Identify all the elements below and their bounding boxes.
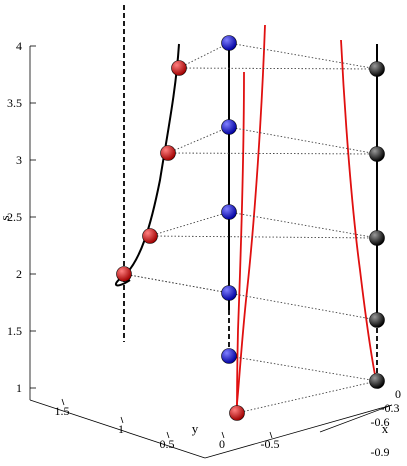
z-tick-label: 3.5 bbox=[7, 96, 22, 110]
series-red-curve-line bbox=[115, 43, 180, 287]
y-tick-label: 0.5 bbox=[160, 437, 175, 451]
y-axis-label: y bbox=[192, 421, 199, 436]
red-marker bbox=[171, 60, 187, 76]
x-axis-guide bbox=[319, 404, 393, 433]
black-marker bbox=[369, 230, 385, 246]
axes-box bbox=[29, 46, 393, 459]
dotted-link bbox=[149, 235, 378, 239]
tick-labels-layer: 11.522.533.541.510.5 0 -0.50-0.3-0.6-0.9 bbox=[7, 39, 401, 459]
curves-layer bbox=[115, 5, 378, 413]
dotted-link bbox=[228, 211, 378, 239]
y-tick-label: -0.5 bbox=[261, 437, 280, 451]
y-tick bbox=[61, 398, 65, 406]
y-tick-label: 0 bbox=[219, 437, 225, 451]
red-marker bbox=[229, 405, 245, 421]
markers-layer bbox=[116, 35, 385, 421]
red-curve-1 bbox=[235, 24, 266, 413]
dotted-link bbox=[228, 292, 378, 321]
y-axis-line bbox=[29, 399, 206, 459]
dotted-link bbox=[228, 126, 378, 155]
blue-marker bbox=[221, 119, 237, 135]
x-tick-label: -0.9 bbox=[371, 445, 390, 459]
dotted-link bbox=[228, 355, 378, 382]
x-axis-line bbox=[204, 404, 393, 459]
y-tick bbox=[221, 431, 225, 439]
red-curve-3 bbox=[340, 39, 377, 381]
red-marker bbox=[160, 145, 176, 161]
black-marker bbox=[369, 312, 385, 328]
blue-marker bbox=[221, 285, 237, 301]
y-tick-label: 1.5 bbox=[55, 404, 70, 418]
z-tick-label: 1.5 bbox=[7, 324, 22, 338]
red-marker bbox=[142, 228, 158, 244]
blue-marker bbox=[221, 204, 237, 220]
blue-marker bbox=[221, 35, 237, 51]
x-tick-label: -0.6 bbox=[371, 415, 390, 429]
black-marker bbox=[369, 373, 385, 389]
dotted-link bbox=[236, 380, 378, 414]
z-tick-label: 3 bbox=[16, 153, 22, 167]
z-tick-label: 2 bbox=[16, 267, 22, 281]
y-tick-label: 1 bbox=[118, 422, 124, 436]
y-tick bbox=[120, 416, 124, 424]
z-tick-label: 2.5 bbox=[7, 210, 22, 224]
blue-marker bbox=[221, 348, 237, 364]
dotted-link bbox=[167, 126, 230, 154]
x-axis-label: x bbox=[382, 421, 389, 436]
red-curve-2 bbox=[236, 71, 245, 413]
x-tick-label: -0.3 bbox=[381, 401, 400, 415]
dotted-link bbox=[123, 273, 230, 294]
z-tick-label: 1 bbox=[16, 381, 22, 395]
red-marker bbox=[116, 266, 132, 282]
x-tick-label: 0 bbox=[395, 387, 401, 401]
y-tick bbox=[166, 431, 170, 439]
dotted-link bbox=[167, 152, 378, 155]
dotted-link bbox=[178, 67, 378, 70]
black-marker bbox=[369, 61, 385, 77]
dotted-link bbox=[178, 42, 230, 69]
dotted-links-layer bbox=[123, 42, 378, 414]
z-axis-label: s bbox=[0, 215, 12, 220]
dotted-link bbox=[228, 42, 378, 70]
z-tick-label: 4 bbox=[16, 39, 22, 53]
black-marker bbox=[369, 146, 385, 162]
dotted-link bbox=[149, 211, 230, 237]
y-tick bbox=[269, 431, 273, 439]
